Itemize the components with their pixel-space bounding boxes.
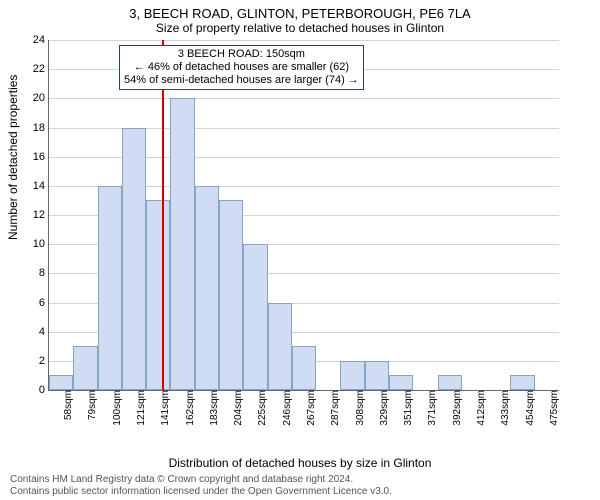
x-tick-label: 371sqm [425,390,438,426]
histogram-plot: 02468101214161820222458sqm79sqm100sqm121… [48,40,559,391]
x-tick-label: 308sqm [353,390,366,426]
x-tick-label: 162sqm [183,390,196,426]
x-tick-label: 267sqm [304,390,317,426]
histogram-bar [146,200,170,390]
x-tick-label: 329sqm [377,390,390,426]
annotation-line: 3 BEECH ROAD: 150sqm [124,48,359,61]
histogram-bar [243,244,267,390]
y-tick-label: 8 [39,267,49,279]
x-tick-label: 58sqm [61,390,74,420]
x-tick-label: 412sqm [474,390,487,426]
annotation-line: 54% of semi-detached houses are larger (… [124,74,359,87]
x-tick-label: 246sqm [280,390,293,426]
histogram-bar [170,98,194,390]
chart-container: 02468101214161820222458sqm79sqm100sqm121… [48,40,586,438]
histogram-bar [49,375,73,390]
histogram-bar [365,361,389,390]
gridline [49,40,559,41]
y-tick-label: 12 [33,209,49,221]
x-tick-label: 79sqm [85,390,98,420]
histogram-bar [438,375,462,390]
annotation-line: ← 46% of detached houses are smaller (62… [124,61,359,74]
x-axis-label: Distribution of detached houses by size … [0,456,600,470]
histogram-bar [122,128,146,391]
histogram-bar [292,346,316,390]
footer-line-1: Contains HM Land Registry data © Crown c… [10,474,392,486]
y-tick-label: 0 [39,384,49,396]
x-tick-label: 141sqm [158,390,171,426]
histogram-bar [219,200,243,390]
y-axis-label: Number of detached properties [6,75,20,240]
y-tick-label: 4 [39,326,49,338]
y-tick-label: 20 [33,92,49,104]
histogram-bar [98,186,122,390]
histogram-bar [73,346,97,390]
y-tick-label: 18 [33,122,49,134]
x-tick-label: 392sqm [450,390,463,426]
x-tick-label: 183sqm [207,390,220,426]
page-subtitle: Size of property relative to detached ho… [0,21,600,35]
y-tick-label: 22 [33,63,49,75]
histogram-bar [510,375,534,390]
x-tick-label: 204sqm [231,390,244,426]
page-title: 3, BEECH ROAD, GLINTON, PETERBOROUGH, PE… [0,0,600,21]
y-tick-label: 14 [33,180,49,192]
histogram-bar [195,186,219,390]
y-tick-label: 2 [39,355,49,367]
x-tick-label: 454sqm [523,390,536,426]
footer-line-2: Contains public sector information licen… [10,486,392,498]
y-tick-label: 24 [33,34,49,46]
x-tick-label: 100sqm [110,390,123,426]
marker-line [162,40,164,390]
histogram-bar [268,303,292,391]
y-tick-label: 10 [33,238,49,250]
x-tick-label: 351sqm [401,390,414,426]
histogram-bar [389,375,413,390]
histogram-bar [340,361,364,390]
x-tick-label: 121sqm [134,390,147,426]
x-tick-label: 225sqm [255,390,268,426]
gridline [49,98,559,99]
x-tick-label: 287sqm [328,390,341,426]
x-tick-label: 475sqm [547,390,560,426]
x-tick-label: 433sqm [498,390,511,426]
y-tick-label: 16 [33,151,49,163]
y-tick-label: 6 [39,297,49,309]
attribution-footer: Contains HM Land Registry data © Crown c… [10,474,392,498]
annotation-box: 3 BEECH ROAD: 150sqm← 46% of detached ho… [119,45,364,90]
